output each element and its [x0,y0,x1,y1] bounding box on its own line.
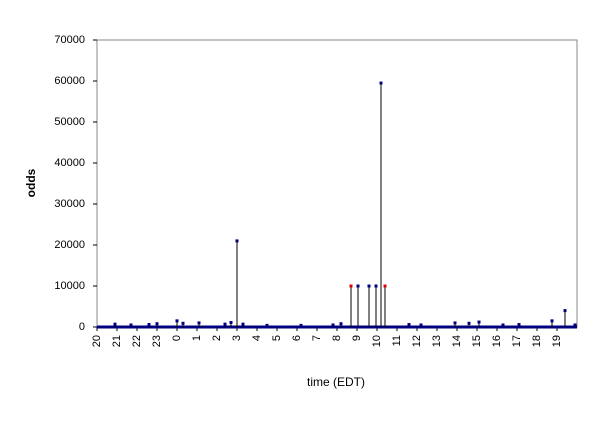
x-tick-label: 6 [291,335,303,341]
x-tick-label: 14 [451,335,463,347]
needle-marker [379,81,383,85]
needle-marker [175,319,179,323]
needle-marker [223,322,227,326]
plot-area [96,39,578,328]
needle-marker [241,322,245,326]
needle-marker [383,284,387,288]
needle-marker [147,323,151,327]
y-tick-label: 50000 [54,116,85,128]
x-tick-label: 19 [551,335,563,347]
y-tick-label: 40000 [54,157,85,169]
x-tick-label: 7 [311,335,323,341]
x-tick-label: 9 [351,335,363,341]
x-tick-label: 21 [111,335,123,347]
needle-marker [339,322,343,326]
y-tick-label: 30000 [54,198,85,210]
needle-marker [197,321,201,325]
needle-marker [477,320,481,324]
x-tick-label: 15 [471,335,483,347]
needle-marker [367,284,371,288]
x-tick-label: 11 [391,335,403,346]
needle-marker [349,284,353,288]
needle-marker [265,323,269,327]
needle-marker [229,320,233,324]
needle-marker [181,321,185,325]
needle-marker [374,284,378,288]
x-tick-label: 3 [231,335,243,341]
needle-marker [517,323,521,327]
x-tick-label: 13 [431,335,443,347]
x-tick-label: 20 [91,335,103,347]
needle-marker [299,323,303,327]
y-tick-label: 60000 [54,75,85,87]
needle-marker [331,323,335,327]
x-tick-label: 16 [491,335,503,347]
needle-marker [356,284,360,288]
needle-marker [563,309,567,313]
x-tick-label: 18 [531,335,543,347]
needle-marker [419,323,423,327]
x-tick-label: 5 [271,335,283,341]
needle-marker [155,322,159,326]
needle-marker [129,323,133,327]
x-tick-label: 12 [411,335,423,347]
x-tick-label: 22 [131,335,143,347]
needle-marker [407,323,411,327]
x-tick-label: 8 [331,335,343,341]
needle-marker [550,319,554,323]
y-tick-label: 20000 [54,239,85,251]
y-tick-label: 10000 [54,280,85,292]
y-tick-label: 0 [79,321,85,333]
x-axis-title: time (EDT) [307,375,365,389]
needle-marker [573,323,577,327]
needle-marker [453,321,457,325]
x-tick-label: 0 [171,335,183,341]
needle-marker [113,322,117,326]
needle-marker [235,239,239,243]
needle-marker [467,321,471,325]
x-tick-label: 1 [191,335,203,341]
x-tick-label: 4 [251,335,263,341]
x-tick-label: 2 [211,335,223,341]
needle-marker [501,323,505,327]
y-tick-label: 70000 [54,34,85,46]
x-tick-label: 17 [511,335,523,347]
x-tick-label: 23 [151,335,163,347]
x-tick-label: 10 [371,335,383,347]
y-axis-title: odds [24,168,38,197]
